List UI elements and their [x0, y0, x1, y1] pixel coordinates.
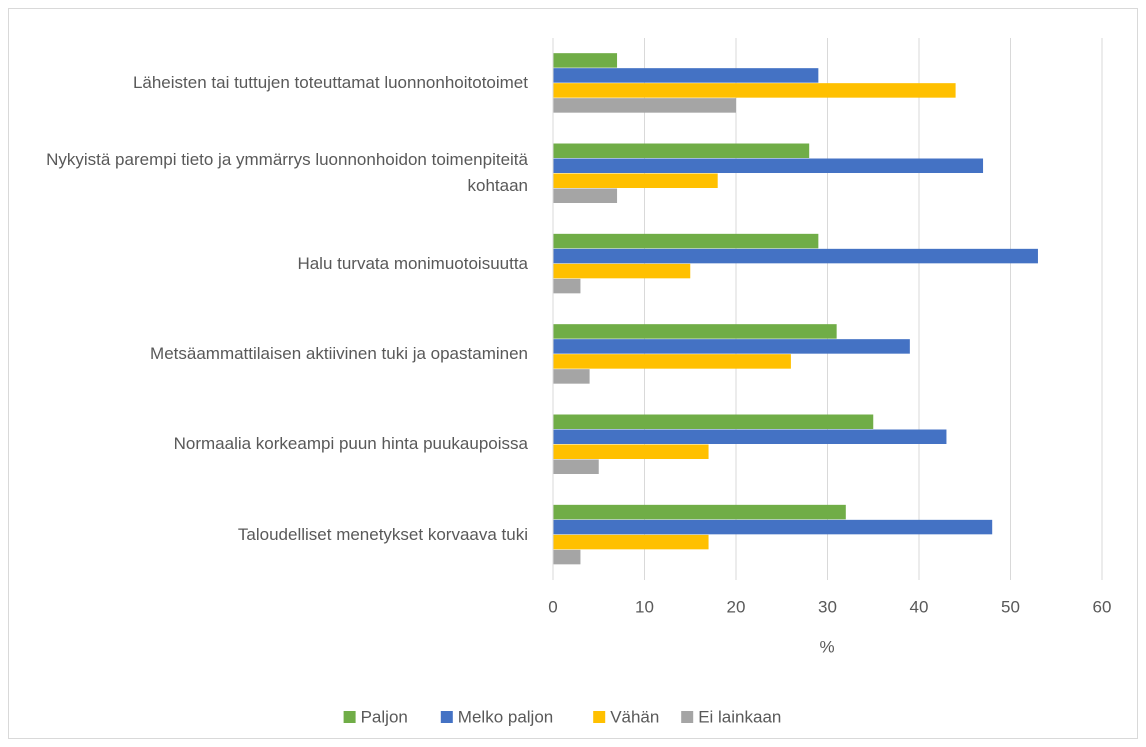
- x-tick-label: 30: [818, 597, 837, 616]
- bar: [553, 188, 618, 203]
- bar: [553, 324, 837, 339]
- x-tick-label: 0: [548, 597, 557, 616]
- bar: [553, 158, 984, 173]
- legend-label: Paljon: [361, 707, 408, 726]
- legend-swatch: [343, 711, 356, 723]
- bar: [553, 173, 718, 188]
- bar: [553, 98, 736, 113]
- bar: [553, 444, 709, 459]
- y-tick-label: Normaalia korkeampi puun hinta puukaupoi…: [173, 434, 528, 454]
- legend-label: Ei lainkaan: [698, 707, 781, 726]
- bar: [553, 504, 846, 520]
- bar: [553, 519, 993, 535]
- bar: [553, 534, 709, 550]
- y-tick-label: Läheisten tai tuttujen toteuttamat luonn…: [132, 73, 528, 93]
- y-tick-label: Halu turvata monimuotoisuutta: [297, 253, 528, 273]
- legend-label: Vähän: [610, 707, 659, 726]
- bar: [553, 549, 581, 565]
- x-tick-label: 10: [635, 597, 654, 616]
- bar: [553, 339, 910, 354]
- bar: [553, 248, 1038, 264]
- x-tick-label: 20: [727, 597, 746, 616]
- y-tick-label: Metsäammattilaisen aktiivinen tuki ja op…: [150, 344, 528, 364]
- legend-swatch: [440, 711, 453, 723]
- bar: [553, 429, 947, 444]
- bar: [553, 143, 810, 158]
- legend-label: Melko paljon: [458, 707, 553, 726]
- x-axis-label: %: [819, 637, 834, 656]
- legend-swatch: [681, 711, 694, 723]
- bar: [553, 233, 819, 249]
- bar: [553, 459, 599, 474]
- x-tick-label: 60: [1093, 597, 1112, 616]
- bar: [553, 278, 581, 294]
- bar: [553, 369, 590, 384]
- bar: [553, 83, 956, 98]
- y-tick-label: Taloudelliset menetykset korvaava tuki: [237, 524, 528, 544]
- bar: [553, 263, 691, 279]
- bar: [553, 414, 874, 429]
- legend-swatch: [593, 711, 606, 723]
- x-tick-label: 40: [910, 597, 929, 616]
- bar: [553, 354, 791, 369]
- x-tick-label: 50: [1001, 597, 1020, 616]
- bar: [553, 53, 618, 68]
- y-tick-label: Nykyistä parempi tieto ja ymmärrys luonn…: [46, 150, 528, 196]
- bar: [553, 68, 819, 83]
